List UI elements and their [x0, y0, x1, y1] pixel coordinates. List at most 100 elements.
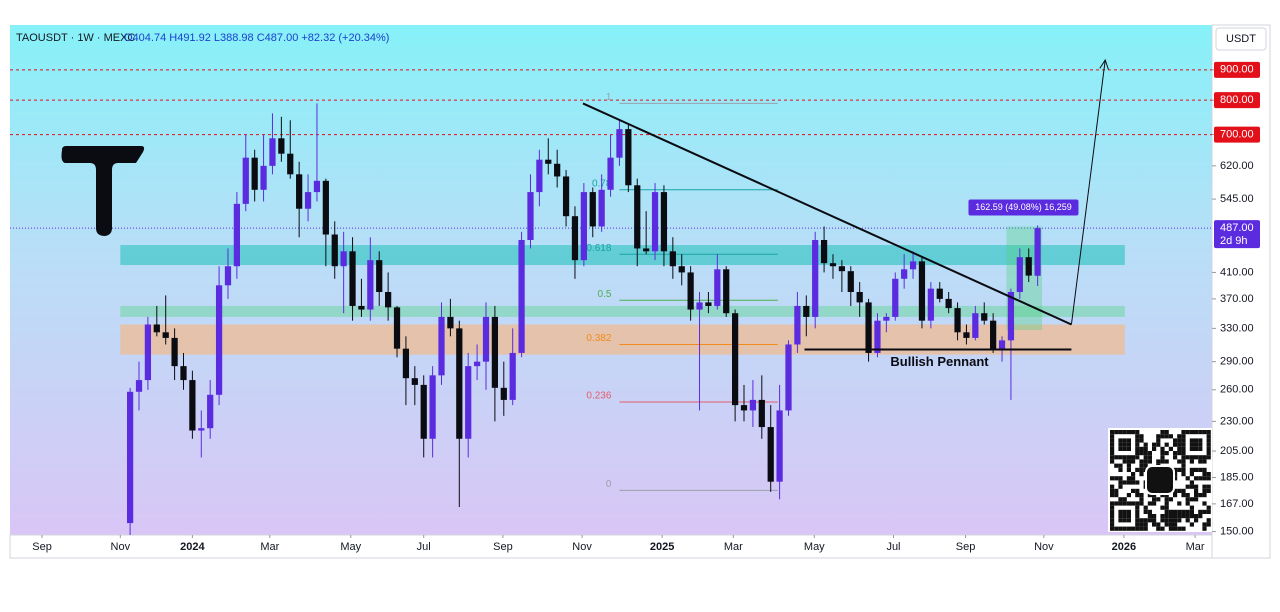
- y-tick-label: 205.00: [1220, 445, 1254, 457]
- qr-cell: [1135, 438, 1140, 443]
- x-tick-label: May: [804, 541, 825, 553]
- candle-body: [901, 269, 908, 279]
- qr-cell: [1206, 488, 1211, 493]
- qr-cell: [1189, 505, 1194, 510]
- x-tick-label: 2026: [1112, 541, 1136, 553]
- y-tick-label: 185.00: [1220, 471, 1254, 483]
- qr-cell: [1118, 442, 1123, 447]
- candle-body: [696, 302, 703, 310]
- qr-cell: [1126, 459, 1131, 464]
- qr-cell: [1202, 509, 1207, 514]
- qr-cell: [1110, 505, 1115, 510]
- qr-cell: [1198, 438, 1203, 443]
- qr-cell: [1139, 518, 1144, 523]
- qr-cell: [1114, 488, 1119, 493]
- qr-cell: [1152, 518, 1157, 523]
- qr-cell: [1189, 480, 1194, 485]
- candle-body: [456, 328, 463, 439]
- qr-cell: [1198, 467, 1203, 472]
- time-axis: [9, 534, 1213, 559]
- qr-cell: [1164, 442, 1169, 447]
- x-tick-label: Sep: [32, 541, 52, 553]
- qr-cell: [1206, 430, 1211, 435]
- qr-cell: [1189, 446, 1194, 451]
- qr-cell: [1152, 501, 1157, 506]
- qr-cell: [1202, 488, 1207, 493]
- qr-cell: [1118, 518, 1123, 523]
- candle-body: [367, 260, 374, 310]
- qr-cell: [1126, 501, 1131, 506]
- qr-cell: [1164, 518, 1169, 523]
- qr-cell: [1164, 505, 1169, 510]
- qr-cell: [1126, 455, 1131, 460]
- x-tick-label: Sep: [956, 541, 976, 553]
- x-tick-label: Sep: [493, 541, 513, 553]
- qr-cell: [1189, 430, 1194, 435]
- qr-cell: [1185, 514, 1190, 519]
- qr-cell: [1122, 459, 1127, 464]
- qr-cell: [1206, 518, 1211, 523]
- qr-cell: [1177, 451, 1182, 456]
- qr-cell: [1173, 455, 1178, 460]
- qr-cell: [1173, 476, 1178, 481]
- candle-body: [411, 378, 418, 385]
- candle-body: [233, 203, 240, 267]
- candle-body: [162, 332, 169, 338]
- qr-cell: [1185, 493, 1190, 498]
- qr-cell: [1139, 463, 1144, 468]
- qr-cell: [1173, 438, 1178, 443]
- qr-cell: [1110, 476, 1115, 481]
- qr-cell: [1114, 455, 1119, 460]
- fib-label: 0.5: [598, 289, 612, 300]
- qr-cell: [1168, 446, 1173, 451]
- qr-cell: [1131, 459, 1136, 464]
- x-tick-label: May: [340, 541, 361, 553]
- qr-cell: [1122, 430, 1127, 435]
- qr-cell: [1156, 522, 1161, 527]
- qr-cell: [1143, 509, 1148, 514]
- candle-body: [313, 180, 321, 193]
- qr-cell: [1181, 526, 1186, 531]
- qr-cell: [1135, 434, 1140, 439]
- qr-cell: [1194, 518, 1199, 523]
- candle-body: [189, 380, 196, 431]
- candle-body: [1016, 257, 1023, 293]
- candle-body: [171, 337, 178, 367]
- candle-body: [545, 159, 552, 164]
- qr-cell: [1135, 455, 1140, 460]
- y-tick-label: 290.00: [1220, 356, 1254, 368]
- measure-label-bg: [968, 199, 1079, 216]
- qr-cell: [1135, 430, 1140, 435]
- qr-cell: [1118, 526, 1123, 531]
- qr-cell: [1139, 493, 1144, 498]
- qr-cell: [1189, 509, 1194, 514]
- candle-body: [732, 313, 739, 406]
- qr-cell: [1177, 488, 1182, 493]
- qr-cell: [1152, 442, 1157, 447]
- y-tick-label: 230.00: [1220, 415, 1254, 427]
- candle-body: [643, 248, 650, 252]
- candle-body: [144, 324, 152, 381]
- candle-body: [580, 192, 587, 261]
- candle-body: [767, 427, 774, 482]
- qr-cell: [1122, 480, 1127, 485]
- candle-body: [376, 260, 383, 293]
- logo: [61, 146, 145, 236]
- x-tick-label: Mar: [260, 541, 279, 553]
- qr-cell: [1181, 459, 1186, 464]
- qr-cell: [1131, 455, 1136, 460]
- qr-cell: [1152, 493, 1157, 498]
- candle-body: [918, 261, 926, 321]
- candle-body: [562, 176, 570, 217]
- qr-cell: [1135, 522, 1140, 527]
- qr-cell: [1126, 430, 1131, 435]
- currency-box: [1215, 27, 1267, 51]
- qr-cell: [1126, 476, 1131, 481]
- y-tick-label: 410.00: [1220, 266, 1254, 278]
- qr-cell: [1114, 526, 1119, 531]
- qr-cell: [1181, 467, 1186, 472]
- candle-body: [892, 278, 899, 317]
- qr-cell: [1122, 501, 1127, 506]
- qr-cell: [1173, 488, 1178, 493]
